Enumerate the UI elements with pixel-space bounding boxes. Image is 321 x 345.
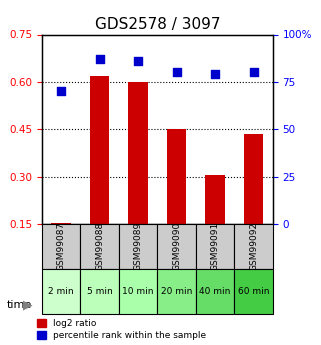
FancyBboxPatch shape bbox=[119, 269, 157, 314]
Text: 60 min: 60 min bbox=[238, 287, 269, 296]
Point bbox=[97, 57, 102, 62]
Text: ▶: ▶ bbox=[22, 299, 32, 312]
Text: GSM99089: GSM99089 bbox=[134, 222, 143, 271]
Text: 10 min: 10 min bbox=[122, 287, 154, 296]
Text: GSM99087: GSM99087 bbox=[56, 222, 65, 271]
Text: GSM99090: GSM99090 bbox=[172, 222, 181, 271]
FancyBboxPatch shape bbox=[157, 224, 196, 269]
Text: time: time bbox=[6, 300, 32, 310]
FancyBboxPatch shape bbox=[42, 269, 80, 314]
Point bbox=[135, 58, 141, 64]
Title: GDS2578 / 3097: GDS2578 / 3097 bbox=[95, 17, 220, 32]
Point bbox=[251, 70, 256, 75]
FancyBboxPatch shape bbox=[80, 224, 119, 269]
Bar bbox=[51, 223, 71, 224]
FancyBboxPatch shape bbox=[42, 224, 80, 269]
FancyBboxPatch shape bbox=[234, 224, 273, 269]
Bar bbox=[128, 82, 148, 224]
FancyBboxPatch shape bbox=[157, 269, 196, 314]
Point bbox=[174, 70, 179, 75]
FancyBboxPatch shape bbox=[119, 224, 157, 269]
FancyBboxPatch shape bbox=[196, 224, 234, 269]
FancyBboxPatch shape bbox=[196, 269, 234, 314]
Text: 5 min: 5 min bbox=[87, 287, 112, 296]
Text: 2 min: 2 min bbox=[48, 287, 74, 296]
Text: 20 min: 20 min bbox=[161, 287, 192, 296]
Text: GSM99092: GSM99092 bbox=[249, 222, 258, 271]
FancyBboxPatch shape bbox=[234, 269, 273, 314]
Bar bbox=[205, 175, 225, 224]
Point bbox=[58, 89, 64, 94]
Text: GSM99091: GSM99091 bbox=[211, 222, 220, 271]
FancyBboxPatch shape bbox=[80, 269, 119, 314]
Text: 40 min: 40 min bbox=[199, 287, 231, 296]
Text: GSM99088: GSM99088 bbox=[95, 222, 104, 271]
Bar bbox=[90, 76, 109, 224]
Bar bbox=[244, 134, 263, 224]
Bar bbox=[167, 129, 186, 224]
Legend: log2 ratio, percentile rank within the sample: log2 ratio, percentile rank within the s… bbox=[37, 319, 206, 340]
Point bbox=[213, 72, 218, 77]
